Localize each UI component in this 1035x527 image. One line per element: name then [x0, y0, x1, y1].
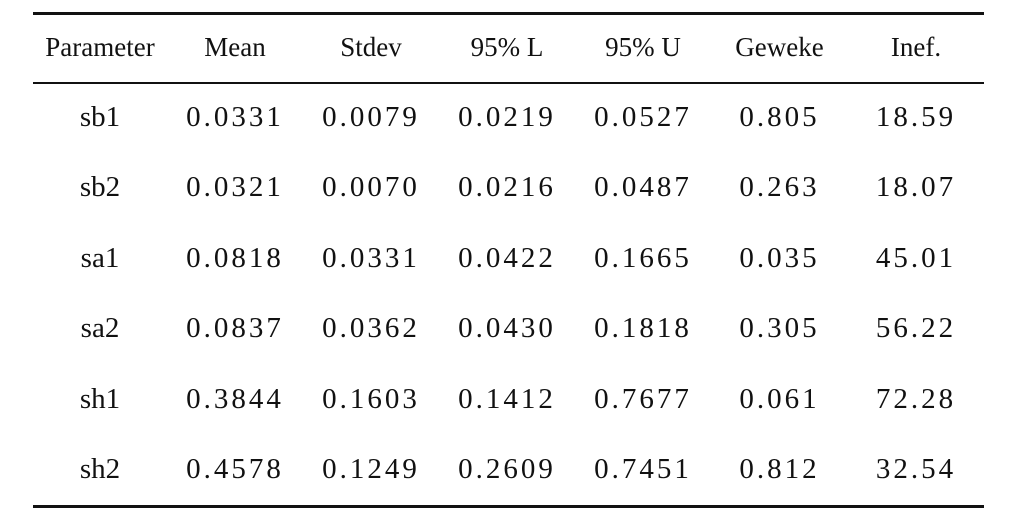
- table-row: sb2 0.0321 0.0070 0.0216 0.0487 0.263 18…: [33, 153, 984, 224]
- cell-stdev: 0.0362: [322, 312, 420, 345]
- cell-mean: 0.0818: [186, 241, 284, 274]
- cell-95-upper: 0.7677: [594, 382, 692, 415]
- cell-geweke: 0.305: [739, 312, 820, 345]
- table-row: sb1 0.0331 0.0079 0.0219 0.0527 0.805 18…: [33, 82, 984, 153]
- header-geweke: Geweke: [735, 31, 824, 62]
- cell-95-lower: 0.0219: [458, 100, 556, 133]
- cell-95-lower: 0.0216: [458, 171, 556, 204]
- table-row: sh1 0.3844 0.1603 0.1412 0.7677 0.061 72…: [33, 364, 984, 435]
- cell-stdev: 0.0079: [322, 100, 420, 133]
- cell-mean: 0.0837: [186, 312, 284, 345]
- header-inef: Inef.: [890, 31, 942, 62]
- cell-geweke: 0.263: [739, 171, 820, 204]
- table-row: sa1 0.0818 0.0331 0.0422 0.1665 0.035 45…: [33, 223, 984, 294]
- cell-inef: 72.28: [875, 382, 957, 415]
- cell-geweke: 0.035: [739, 241, 820, 274]
- cell-inef: 18.07: [875, 171, 957, 204]
- table-top-rule: [33, 12, 984, 15]
- cell-stdev: 0.1603: [322, 382, 420, 415]
- cell-geweke: 0.812: [739, 453, 820, 486]
- table-body: sb1 0.0331 0.0079 0.0219 0.0527 0.805 18…: [33, 82, 984, 505]
- cell-parameter: sh1: [79, 382, 121, 415]
- parameter-table-container: Parameter Mean Stdev 95% L 95% U Geweke …: [33, 12, 984, 508]
- cell-inef: 32.54: [875, 453, 957, 486]
- cell-parameter: sb2: [79, 171, 121, 204]
- header-95-upper: 95% U: [605, 31, 681, 62]
- cell-inef: 56.22: [875, 312, 957, 345]
- cell-geweke: 0.061: [739, 382, 820, 415]
- cell-parameter: sa1: [80, 241, 120, 274]
- cell-95-upper: 0.7451: [594, 453, 692, 486]
- cell-stdev: 0.1249: [322, 453, 420, 486]
- cell-95-upper: 0.1818: [594, 312, 692, 345]
- cell-stdev: 0.0331: [322, 241, 420, 274]
- header-stdev: Stdev: [340, 31, 402, 62]
- cell-95-lower: 0.2609: [458, 453, 556, 486]
- header-row: Parameter Mean Stdev 95% L 95% U Geweke …: [33, 12, 984, 82]
- cell-inef: 45.01: [875, 241, 957, 274]
- cell-95-upper: 0.0487: [594, 171, 692, 204]
- header-95-lower: 95% L: [470, 31, 544, 62]
- cell-stdev: 0.0070: [322, 171, 420, 204]
- cell-geweke: 0.805: [739, 100, 820, 133]
- table-row: sh2 0.4578 0.1249 0.2609 0.7451 0.812 32…: [33, 435, 984, 506]
- cell-mean: 0.0331: [186, 100, 284, 133]
- table-header: Parameter Mean Stdev 95% L 95% U Geweke …: [33, 12, 984, 82]
- cell-95-lower: 0.0422: [458, 241, 556, 274]
- cell-mean: 0.3844: [186, 382, 284, 415]
- cell-mean: 0.4578: [186, 453, 284, 486]
- cell-parameter: sb1: [79, 100, 121, 133]
- parameter-table: Parameter Mean Stdev 95% L 95% U Geweke …: [33, 12, 984, 505]
- cell-95-upper: 0.1665: [594, 241, 692, 274]
- cell-parameter: sa2: [80, 312, 120, 345]
- cell-parameter: sh2: [79, 453, 121, 486]
- cell-95-upper: 0.0527: [594, 100, 692, 133]
- header-mean: Mean: [204, 31, 266, 62]
- table-row: sa2 0.0837 0.0362 0.0430 0.1818 0.305 56…: [33, 294, 984, 365]
- cell-95-lower: 0.0430: [458, 312, 556, 345]
- header-parameter: Parameter: [45, 31, 155, 62]
- table-bottom-rule: [33, 505, 984, 508]
- cell-mean: 0.0321: [186, 171, 284, 204]
- table-header-rule: [33, 82, 984, 84]
- cell-inef: 18.59: [875, 100, 957, 133]
- cell-95-lower: 0.1412: [458, 382, 556, 415]
